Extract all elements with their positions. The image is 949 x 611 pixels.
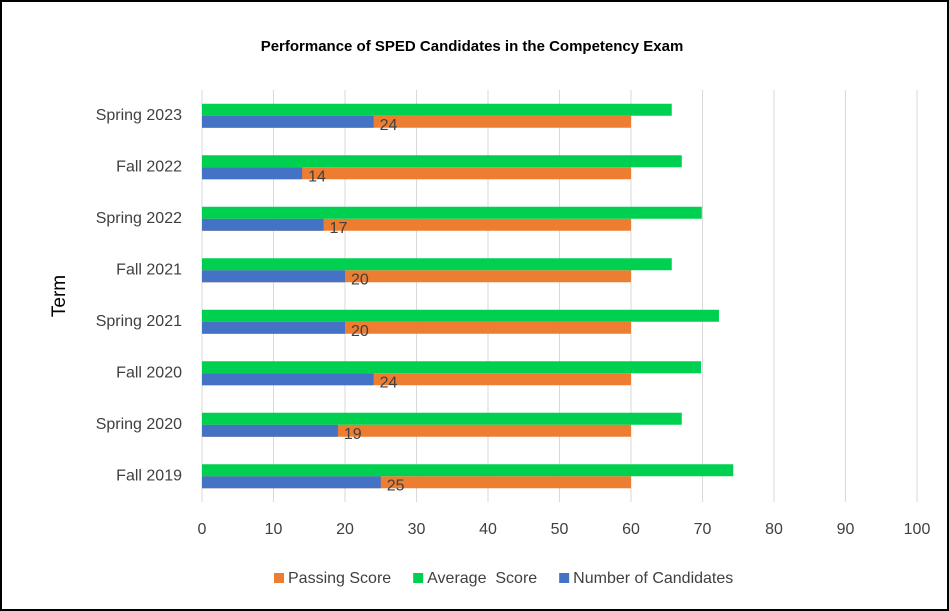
legend-swatch	[413, 573, 424, 583]
bar	[202, 412, 682, 425]
x-tick-label: 80	[765, 521, 783, 538]
x-tick-label: 20	[336, 521, 354, 538]
x-tick-label: 0	[198, 521, 207, 538]
legend-swatch	[274, 573, 284, 583]
data-label: 14	[308, 168, 326, 185]
bar	[202, 361, 702, 374]
data-label: 19	[344, 426, 362, 443]
data-label: 24	[380, 117, 398, 134]
data-label: 17	[330, 220, 348, 237]
bar	[202, 103, 672, 116]
chart-title: Performance of SPED Candidates in the Co…	[261, 38, 684, 55]
bar	[202, 167, 631, 180]
y-tick-label: Spring 2022	[96, 210, 182, 227]
bar	[202, 218, 324, 231]
x-tick-label: 100	[904, 521, 931, 538]
data-label: 20	[351, 323, 369, 340]
legend-label: Average Score	[427, 570, 537, 587]
y-tick-label: Fall 2019	[116, 467, 182, 484]
bar	[202, 321, 345, 334]
y-tick-label: Fall 2022	[116, 158, 182, 175]
bar	[202, 270, 345, 283]
x-tick-label: 70	[694, 521, 712, 538]
bar	[202, 155, 682, 168]
y-tick-label: Spring 2020	[96, 416, 182, 433]
x-tick-label: 50	[551, 521, 569, 538]
bar	[202, 464, 734, 477]
bar	[202, 424, 338, 437]
legend-label: Number of Candidates	[573, 570, 733, 587]
legend-label: Passing Score	[288, 570, 391, 587]
data-label: 25	[387, 477, 405, 494]
x-tick-label: 30	[408, 521, 426, 538]
legend-swatch	[559, 573, 570, 583]
bar	[202, 167, 303, 180]
x-tick-label: 40	[479, 521, 497, 538]
x-tick-label: 10	[265, 521, 283, 538]
data-label: 24	[380, 374, 398, 391]
bar	[202, 309, 719, 322]
bar	[202, 115, 374, 128]
bar	[202, 476, 381, 489]
y-tick-label: Fall 2021	[116, 261, 182, 278]
bar	[202, 373, 374, 386]
y-tick-label: Spring 2023	[96, 107, 182, 124]
y-tick-label: Spring 2021	[96, 313, 182, 330]
y-axis-label: Term	[49, 275, 70, 317]
bar	[202, 258, 672, 271]
y-tick-label: Fall 2020	[116, 364, 182, 381]
x-tick-label: 90	[837, 521, 855, 538]
data-label: 20	[351, 271, 369, 288]
x-tick-label: 60	[622, 521, 640, 538]
bar	[202, 206, 702, 219]
